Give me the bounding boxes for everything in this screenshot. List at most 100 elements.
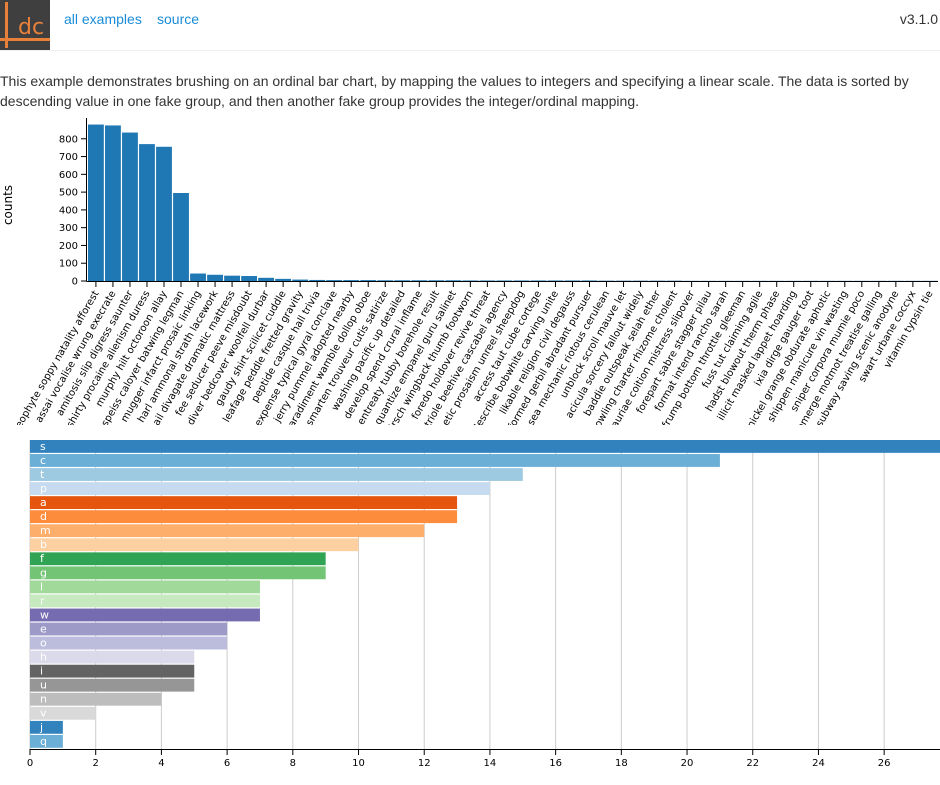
y-tick-label: 100 xyxy=(59,259,78,270)
y-tick-label: 700 xyxy=(59,152,78,163)
x-tick-label: 8 xyxy=(290,758,296,769)
x-tick-label: 22 xyxy=(746,758,759,769)
y-tick-label: 600 xyxy=(59,170,78,181)
row-bar[interactable] xyxy=(30,524,425,538)
source-link[interactable]: source xyxy=(157,11,200,27)
row-label: h xyxy=(40,651,47,664)
row-bar[interactable] xyxy=(30,538,359,552)
x-tick-label: 26 xyxy=(878,758,891,769)
bar[interactable] xyxy=(207,274,223,281)
row-label: m xyxy=(40,524,51,537)
intro-paragraph: This example demonstrates brushing on an… xyxy=(0,73,909,109)
row-label: j xyxy=(39,721,43,734)
row-bar[interactable] xyxy=(30,720,63,734)
x-tick-label: 4 xyxy=(158,758,164,769)
bar[interactable] xyxy=(173,193,189,281)
row-label: l xyxy=(40,580,43,593)
row-bar[interactable] xyxy=(30,552,326,566)
row-label: f xyxy=(40,552,45,565)
x-tick-label: 6 xyxy=(224,758,230,769)
bar[interactable] xyxy=(496,280,513,281)
x-tick-label: 18 xyxy=(615,758,628,769)
bar[interactable] xyxy=(394,280,411,281)
bar[interactable] xyxy=(547,280,564,281)
row-bar[interactable] xyxy=(30,608,260,622)
x-tick-label: 14 xyxy=(484,758,497,769)
bar[interactable] xyxy=(411,280,428,281)
row-label: d xyxy=(40,510,47,523)
row-bar[interactable] xyxy=(30,496,458,510)
dc-logo[interactable]: dc xyxy=(0,0,50,50)
bar[interactable] xyxy=(224,275,240,281)
bar[interactable] xyxy=(377,280,394,281)
y-tick-label: 200 xyxy=(59,241,78,252)
bar[interactable] xyxy=(275,278,292,281)
bar[interactable] xyxy=(581,280,598,281)
bar[interactable] xyxy=(122,132,138,281)
row-label: o xyxy=(40,636,47,649)
row-bar[interactable] xyxy=(30,580,260,594)
logo-text: dc xyxy=(18,15,44,40)
x-tick-label: 2 xyxy=(93,758,99,769)
row-label: r xyxy=(40,594,45,607)
all-examples-link[interactable]: all examples xyxy=(64,11,142,27)
x-tick-label: 20 xyxy=(681,758,694,769)
row-label: i xyxy=(40,665,43,678)
row-bar[interactable] xyxy=(30,594,260,608)
row-bar[interactable] xyxy=(30,650,195,664)
y-tick-label: 300 xyxy=(59,223,78,234)
logo-bar-horizontal xyxy=(0,38,50,41)
bar[interactable] xyxy=(564,280,581,281)
y-tick-label: 500 xyxy=(59,188,78,199)
row-bar[interactable] xyxy=(30,706,96,720)
row-bar[interactable] xyxy=(30,440,940,453)
row-bar[interactable] xyxy=(30,482,490,495)
bar[interactable] xyxy=(445,280,462,281)
row-label: w xyxy=(40,608,49,621)
row-bar[interactable] xyxy=(30,678,195,692)
bar[interactable] xyxy=(309,279,326,281)
row-bar[interactable] xyxy=(30,454,720,467)
bar[interactable] xyxy=(360,280,377,281)
ordinal-bar-chart[interactable]: counts0100200300400500600700800neophyte … xyxy=(0,118,940,425)
row-label: q xyxy=(40,735,47,748)
row-label: b xyxy=(40,538,47,551)
row-label: e xyxy=(40,622,47,635)
bar[interactable] xyxy=(326,280,343,281)
bar[interactable] xyxy=(88,124,104,281)
bar[interactable] xyxy=(462,280,479,281)
bar[interactable] xyxy=(241,276,258,281)
row-bar[interactable] xyxy=(30,636,228,650)
x-tick-label: 0 xyxy=(27,758,33,769)
x-tick-label: 16 xyxy=(549,758,562,769)
bar[interactable] xyxy=(343,280,360,281)
bar[interactable] xyxy=(156,146,172,281)
row-label: p xyxy=(40,482,47,495)
row-bar[interactable] xyxy=(30,692,162,706)
bar[interactable] xyxy=(292,279,309,281)
bar[interactable] xyxy=(479,280,496,281)
row-bar[interactable] xyxy=(30,510,458,524)
bar[interactable] xyxy=(258,277,275,281)
row-bar[interactable] xyxy=(30,566,326,580)
row-label: c xyxy=(40,454,46,467)
y-tick-label: 400 xyxy=(59,205,78,216)
y-tick-label: 0 xyxy=(72,277,78,288)
bar[interactable] xyxy=(139,144,155,281)
row-label: a xyxy=(40,496,47,509)
version-label: v3.1.0 xyxy=(899,11,938,27)
bar[interactable] xyxy=(513,280,530,281)
bar[interactable] xyxy=(530,280,547,281)
bar[interactable] xyxy=(428,280,445,281)
x-tick-label: 10 xyxy=(352,758,365,769)
row-bar[interactable] xyxy=(30,622,228,636)
bar[interactable] xyxy=(190,273,206,281)
bar[interactable] xyxy=(105,125,121,281)
row-bar[interactable] xyxy=(30,664,195,678)
logo-background xyxy=(0,0,50,50)
row-bar[interactable] xyxy=(30,468,523,481)
page-header: dc all examples source v3.1.0 xyxy=(0,0,940,51)
y-axis-label: counts xyxy=(1,185,15,225)
row-bar[interactable] xyxy=(30,734,63,748)
